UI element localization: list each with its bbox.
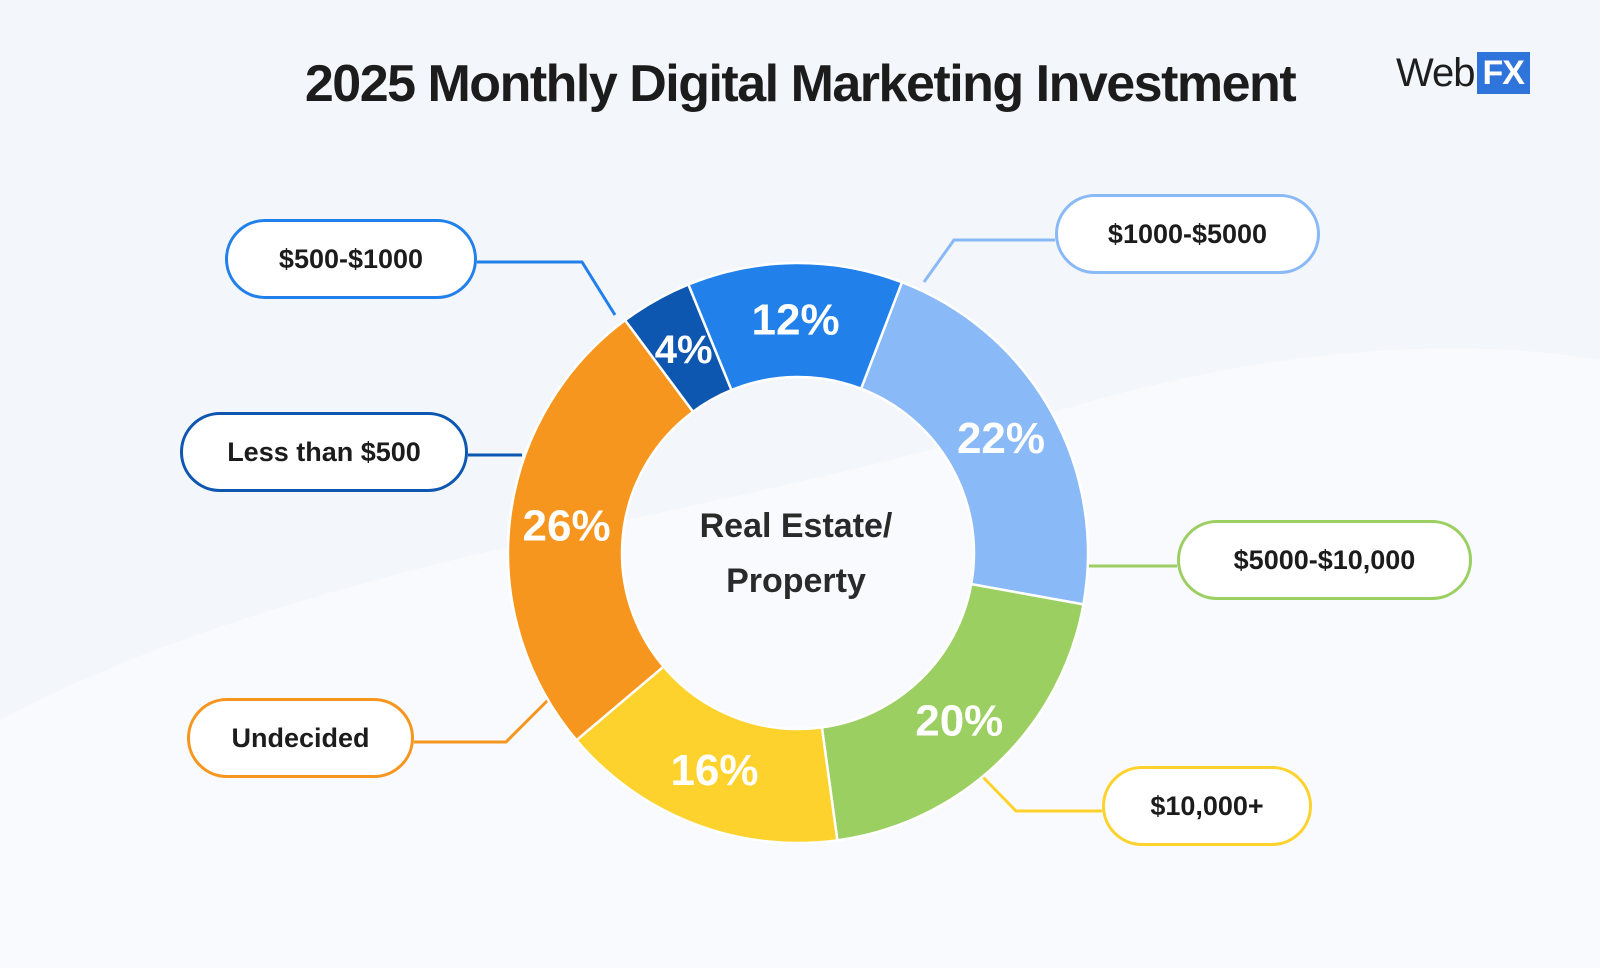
legend-label: Less than $500 [227, 436, 421, 467]
legend-label: $5000-$10,000 [1233, 544, 1416, 575]
legend-pill: Less than $500 [180, 412, 468, 492]
slice-percent-label: 20% [915, 697, 1003, 746]
slice-percent-label: 4% [655, 328, 713, 372]
donut-slice [820, 582, 1085, 842]
legend-label: $10,000+ [1150, 790, 1264, 821]
donut-slice [686, 261, 904, 392]
legend-pill: $10,000+ [1102, 766, 1312, 846]
legend-pill: $500-$1000 [225, 219, 477, 299]
slice-percent-label: 12% [752, 296, 840, 345]
legend-pill: Undecided [187, 698, 414, 778]
legend-label: Undecided [231, 722, 370, 753]
chart-title: 2025 Monthly Digital Marketing Investmen… [304, 55, 1297, 113]
webfx-logo: Web FX [1396, 52, 1530, 94]
legend-pill: $5000-$10,000 [1177, 520, 1472, 600]
logo-badge: FX [1476, 52, 1530, 94]
center-label: Property [726, 562, 866, 600]
center-label: Real Estate/ [700, 507, 893, 545]
slice-percent-label: 26% [523, 502, 611, 551]
legend-pill: $1000-$5000 [1055, 194, 1320, 274]
slice-percent-label: 16% [670, 746, 758, 795]
donut-slice [506, 318, 695, 742]
connector-line [414, 696, 552, 744]
logo-text: Web [1396, 51, 1476, 95]
donut-slice [859, 280, 1090, 606]
connector-line [477, 260, 617, 316]
slice-percent-label: 22% [957, 414, 1045, 463]
legend-label: $500-$1000 [278, 243, 424, 274]
connector-line [976, 770, 1102, 813]
legend-label: $1000-$5000 [1107, 218, 1268, 249]
connector-line [922, 238, 1055, 283]
